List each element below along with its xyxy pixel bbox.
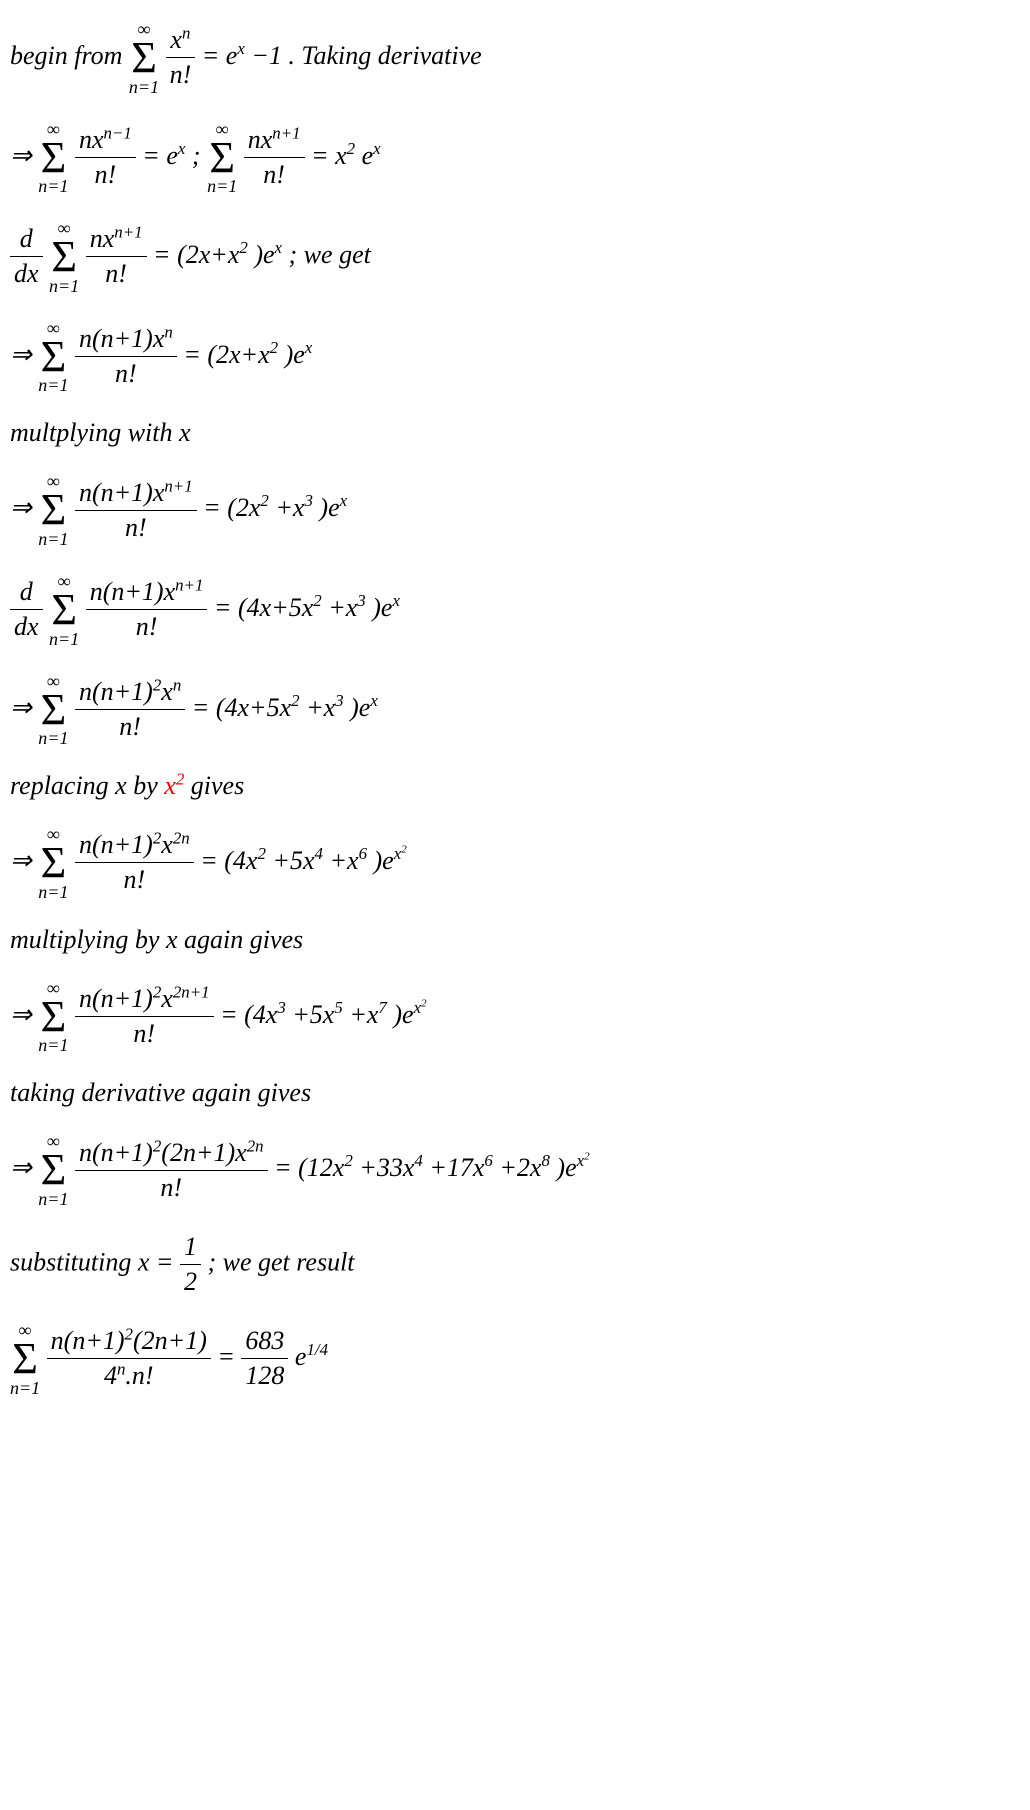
text: +x bbox=[328, 593, 357, 622]
text: multplying with x bbox=[10, 418, 191, 447]
text: +5x bbox=[272, 846, 314, 875]
summation: ∞ Σ n=1 bbox=[49, 219, 79, 295]
text: +x bbox=[275, 493, 304, 522]
text: )e bbox=[319, 493, 339, 522]
text: = bbox=[217, 1342, 241, 1371]
text: = (4x+5x bbox=[192, 692, 291, 721]
text: +x bbox=[329, 846, 358, 875]
summation: ∞ Σ n=1 bbox=[38, 979, 68, 1055]
fraction: n(n+1)2(2n+1) 4n.n! bbox=[47, 1326, 211, 1391]
text-line-15: substituting x = 1 2 ; we get result bbox=[10, 1232, 1020, 1297]
text: ⇒ bbox=[10, 140, 38, 169]
summation: ∞ Σ n=1 bbox=[129, 20, 159, 96]
text: gives bbox=[184, 771, 244, 800]
text: = (2x+x bbox=[153, 240, 239, 269]
text: +x bbox=[349, 1000, 378, 1029]
text: = x bbox=[311, 140, 347, 169]
equation-line-2: ⇒ ∞ Σ n=1 nxn−1 n! = ex ; ∞ Σ n=1 nxn+1 … bbox=[10, 120, 1020, 196]
text: +2x bbox=[499, 1153, 541, 1182]
text: replacing x by bbox=[10, 771, 164, 800]
fraction: n(n+1)2x2n+1 n! bbox=[75, 984, 214, 1049]
fraction: 1 2 bbox=[180, 1232, 201, 1297]
text: = (2x+x bbox=[183, 340, 269, 369]
text: )e bbox=[350, 692, 370, 721]
text: )e bbox=[556, 1153, 576, 1182]
red-x-squared: x2 bbox=[164, 771, 184, 800]
text: = e bbox=[142, 140, 178, 169]
text: +5x bbox=[292, 1000, 334, 1029]
equation-line-14: ⇒ ∞ Σ n=1 n(n+1)2(2n+1)x2n n! = (12x2 +3… bbox=[10, 1132, 1020, 1208]
fraction: n(n+1)xn n! bbox=[75, 324, 177, 389]
fraction: nxn+1 n! bbox=[86, 224, 147, 289]
equation-line-6: ⇒ ∞ Σ n=1 n(n+1)xn+1 n! = (2x2 +x3 )ex bbox=[10, 472, 1020, 548]
text: e bbox=[362, 140, 374, 169]
text: ⇒ bbox=[10, 692, 38, 721]
equation-line-16: ∞ Σ n=1 n(n+1)2(2n+1) 4n.n! = 683 128 e1… bbox=[10, 1321, 1020, 1397]
text: begin from bbox=[10, 41, 129, 70]
text: ⇒ bbox=[10, 846, 38, 875]
summation: ∞ Σ n=1 bbox=[38, 472, 68, 548]
summation: ∞ Σ n=1 bbox=[38, 672, 68, 748]
text: ; bbox=[192, 140, 207, 169]
equation-line-4: ⇒ ∞ Σ n=1 n(n+1)xn n! = (2x+x2 )ex bbox=[10, 319, 1020, 395]
d-dx: d dx bbox=[10, 577, 43, 642]
text: ; we get bbox=[289, 240, 371, 269]
text-line-13: taking derivative again gives bbox=[10, 1078, 1020, 1108]
text: taking derivative again gives bbox=[10, 1078, 311, 1107]
text: substituting x = bbox=[10, 1247, 180, 1276]
fraction: xn n! bbox=[166, 25, 196, 90]
text: ; we get result bbox=[207, 1247, 354, 1276]
text: )e bbox=[285, 340, 305, 369]
text: e bbox=[295, 1342, 307, 1371]
fraction: nxn+1 n! bbox=[244, 125, 305, 190]
d-dx: d dx bbox=[10, 224, 43, 289]
fraction: n(n+1)2(2n+1)x2n n! bbox=[75, 1138, 268, 1203]
text: ⇒ bbox=[10, 1000, 32, 1029]
text: )e bbox=[254, 240, 274, 269]
text: = (4x+5x bbox=[214, 593, 313, 622]
text: = (12x bbox=[274, 1153, 344, 1182]
summation: ∞ Σ n=1 bbox=[38, 825, 68, 901]
equation-line-8: ⇒ ∞ Σ n=1 n(n+1)2xn n! = (4x+5x2 +x3 )ex bbox=[10, 672, 1020, 748]
equation-line-7: d dx ∞ Σ n=1 n(n+1)xn+1 n! = (4x+5x2 +x3… bbox=[10, 572, 1020, 648]
fraction: 683 128 bbox=[241, 1326, 288, 1391]
summation: ∞ Σ n=1 bbox=[38, 319, 68, 395]
text-line-9: replacing x by x2 gives bbox=[10, 771, 1020, 801]
text: +17x bbox=[429, 1153, 484, 1182]
equation-line-10: ⇒ ∞ Σ n=1 n(n+1)2x2n n! = (4x2 +5x4 +x6 … bbox=[10, 825, 1020, 901]
summation: ∞ Σ n=1 bbox=[10, 1321, 40, 1397]
text: )e bbox=[372, 593, 392, 622]
text: )e bbox=[374, 846, 394, 875]
text: +x bbox=[306, 692, 335, 721]
fraction: n(n+1)2x2n n! bbox=[75, 830, 194, 895]
text: ⇒ bbox=[10, 340, 38, 369]
text: = (4x bbox=[220, 1000, 277, 1029]
text: = (2x bbox=[203, 493, 260, 522]
fraction: n(n+1)xn+1 n! bbox=[75, 478, 197, 543]
text-line-11: multiplying by x again gives bbox=[10, 925, 1020, 955]
text: )e bbox=[393, 1000, 413, 1029]
text: = e bbox=[202, 41, 238, 70]
fraction: n(n+1)xn+1 n! bbox=[86, 577, 208, 642]
text: = (4x bbox=[200, 846, 257, 875]
equation-line-1: begin from ∞ Σ n=1 xn n! = ex −1 . Takin… bbox=[10, 20, 1020, 96]
fraction: nxn−1 n! bbox=[75, 125, 136, 190]
summation: ∞ Σ n=1 bbox=[49, 572, 79, 648]
text: ⇒ bbox=[10, 493, 38, 522]
text: +33x bbox=[359, 1153, 414, 1182]
fraction: n(n+1)2xn n! bbox=[75, 677, 185, 742]
text-line-5: multplying with x bbox=[10, 418, 1020, 448]
text: ⇒ bbox=[10, 1153, 32, 1182]
summation: ∞ Σ n=1 bbox=[207, 120, 237, 196]
text: multiplying by x again gives bbox=[10, 925, 303, 954]
equation-line-3: d dx ∞ Σ n=1 nxn+1 n! = (2x+x2 )ex ; we … bbox=[10, 219, 1020, 295]
summation: ∞ Σ n=1 bbox=[38, 1132, 68, 1208]
text: −1 . Taking derivative bbox=[251, 41, 481, 70]
equation-line-12: ⇒ ∞ Σ n=1 n(n+1)2x2n+1 n! = (4x3 +5x5 +x… bbox=[10, 979, 1020, 1055]
summation: ∞ Σ n=1 bbox=[38, 120, 68, 196]
